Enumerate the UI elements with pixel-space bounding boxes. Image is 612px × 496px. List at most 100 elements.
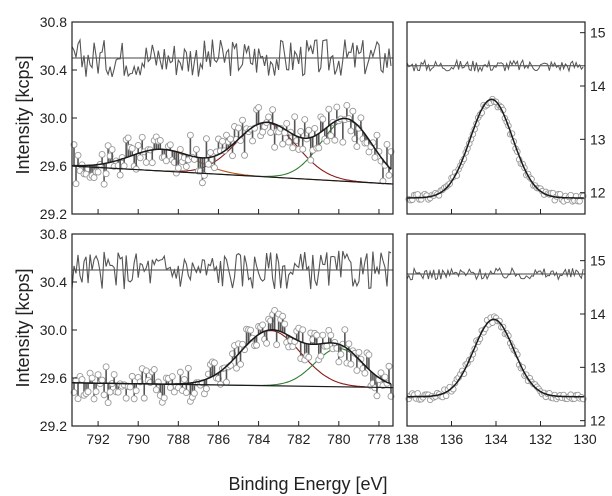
- data-point: [319, 331, 327, 339]
- data-point: [190, 389, 198, 397]
- data-point: [128, 145, 136, 152]
- panel-top-right: 15 14 13 12: [405, 21, 606, 215]
- x-tick-label: 792: [86, 431, 110, 447]
- data-point: [253, 341, 261, 349]
- data-point: [327, 331, 335, 339]
- fit-envelope: [72, 329, 392, 385]
- data-point: [130, 395, 138, 403]
- data-point: [297, 127, 305, 135]
- data-point: [223, 131, 230, 139]
- y-tick-label: 12: [590, 413, 606, 429]
- data-point: [249, 137, 257, 145]
- data-point: [414, 390, 421, 397]
- fit-envelope: [72, 117, 392, 170]
- data-point: [140, 394, 148, 402]
- data-point: [371, 154, 379, 161]
- data-point: [98, 151, 106, 158]
- data-point: [271, 143, 279, 151]
- data-point: [136, 154, 144, 162]
- data-point: [150, 366, 158, 373]
- x-tick-label: 136: [440, 431, 464, 447]
- data-point: [337, 350, 345, 358]
- data-point: [345, 340, 353, 348]
- data-point: [142, 367, 150, 375]
- y-tick-label: 13: [590, 131, 606, 147]
- data-point: [124, 134, 132, 142]
- x-axis-title: Binding Energy [eV]: [228, 474, 387, 494]
- data-point: [241, 151, 248, 159]
- residual-line: [71, 250, 392, 290]
- data-points-bottom-right: [405, 313, 587, 404]
- x-tick-label: 782: [287, 431, 311, 447]
- data-point: [289, 144, 297, 152]
- fit-envelope: [407, 98, 584, 199]
- data-point: [184, 364, 192, 372]
- data-point: [206, 149, 214, 157]
- residual-line: [71, 37, 392, 78]
- x-tick-label: 786: [207, 431, 231, 447]
- panel-bottom-left: 30.8 30.4 30.0 29.6 29.2 792 790 788 786 784 782 78…: [40, 226, 395, 447]
- data-point: [217, 380, 224, 388]
- data-point: [156, 136, 164, 144]
- y-tick-label: 30.0: [40, 110, 67, 126]
- data-point: [291, 113, 299, 121]
- data-point: [341, 326, 349, 334]
- x-tick-label: 132: [529, 431, 553, 447]
- x-tick-label: 790: [127, 431, 151, 447]
- data-point: [210, 164, 218, 172]
- data-point: [385, 171, 393, 179]
- data-point: [339, 138, 347, 146]
- data-point: [325, 105, 333, 113]
- x-tick-label: 778: [367, 431, 391, 447]
- data-point: [198, 179, 206, 187]
- panel-top-left: 30.8 30.4 30.0 29.6 29.2: [40, 14, 395, 222]
- fit-envelope: [407, 318, 584, 398]
- data-point: [152, 386, 160, 394]
- y-tick-label: 30.4: [40, 274, 67, 290]
- data-point: [313, 331, 321, 339]
- data-point: [349, 107, 357, 115]
- data-point: [442, 392, 450, 400]
- panel-bottom-right: 15 14 13 12 138 136 134 132 130: [395, 233, 606, 447]
- data-point: [162, 157, 170, 165]
- data-point: [204, 160, 212, 168]
- data-point: [174, 164, 182, 172]
- data-point: [132, 387, 140, 395]
- x-tick-label: 134: [484, 431, 508, 447]
- data-point: [365, 351, 373, 359]
- data-point: [556, 190, 564, 198]
- data-point: [379, 177, 387, 185]
- fit-component-red: [72, 330, 392, 389]
- data-point: [237, 360, 244, 368]
- data-point: [239, 116, 246, 124]
- data-point: [100, 391, 108, 399]
- data-point: [235, 124, 242, 132]
- data-point: [279, 312, 287, 320]
- data-point: [323, 137, 331, 145]
- data-point: [219, 137, 226, 145]
- data-point: [335, 358, 343, 366]
- background-line: [71, 165, 394, 185]
- y-tick-label: 29.6: [40, 158, 67, 174]
- data-point: [259, 321, 267, 329]
- data-point: [299, 326, 307, 334]
- y-axis-title-bottom: Intensity [kcps]: [13, 268, 33, 387]
- y-tick-label: 29.2: [40, 418, 67, 434]
- data-point: [255, 104, 263, 112]
- data-point: [102, 170, 110, 178]
- data-point: [74, 395, 82, 403]
- data-point: [90, 395, 98, 403]
- data-point: [355, 348, 363, 356]
- data-point: [267, 129, 275, 136]
- data-point: [327, 132, 335, 140]
- y-tick-label: 30.8: [40, 226, 67, 242]
- data-point: [263, 339, 271, 347]
- data-points-top-right: [405, 95, 587, 205]
- data-point: [180, 376, 188, 383]
- data-point: [305, 126, 313, 134]
- y-tick-label: 29.6: [40, 370, 67, 386]
- data-point: [279, 140, 287, 148]
- data-points-bottom-left: [70, 307, 395, 407]
- data-point: [192, 145, 200, 153]
- data-point: [116, 171, 124, 179]
